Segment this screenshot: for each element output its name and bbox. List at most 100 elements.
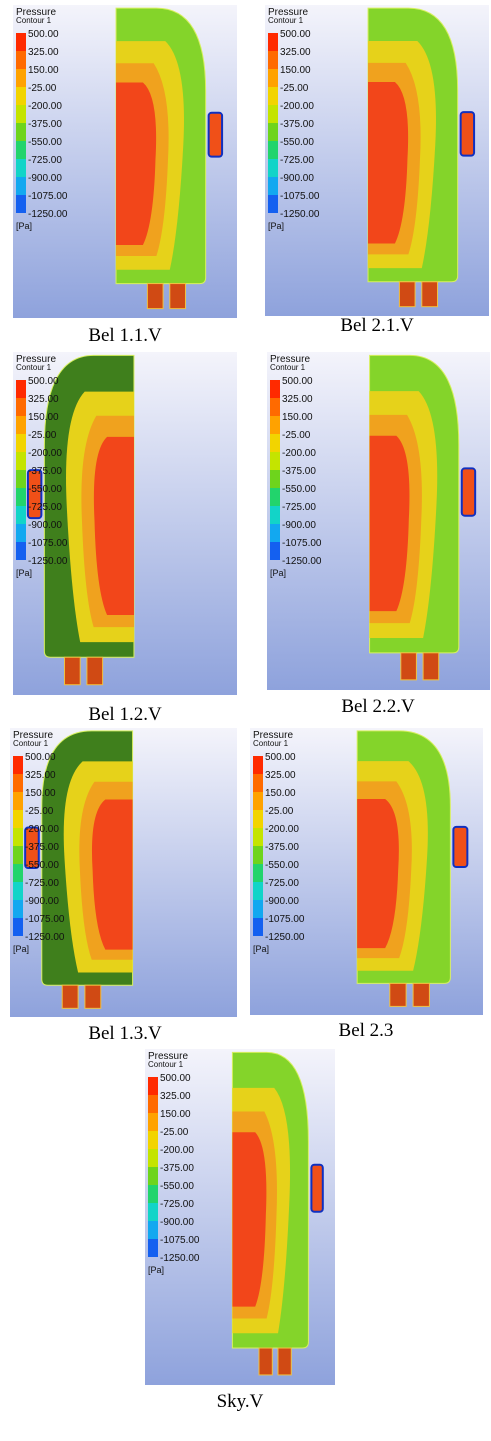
legend-label: 150.00 [160, 1109, 191, 1120]
legend-band [253, 882, 263, 900]
legend-band [270, 434, 280, 452]
zone-red [92, 800, 133, 950]
legend-label: -725.00 [280, 155, 314, 166]
legend-label: -375.00 [28, 119, 62, 130]
legend-band [13, 846, 23, 864]
legend-label: -375.00 [160, 1163, 194, 1174]
legend-band [268, 105, 278, 123]
legend-band [268, 159, 278, 177]
legend-band [270, 380, 280, 398]
legend-label: -200.00 [25, 824, 59, 835]
legend-band [268, 33, 278, 51]
legend-band [270, 470, 280, 488]
legend-band [16, 33, 26, 51]
legend-band [253, 864, 263, 882]
legend-band [16, 51, 26, 69]
legend-band [268, 177, 278, 195]
legend-band [16, 141, 26, 159]
zone-red [368, 82, 408, 243]
legend-band [270, 524, 280, 542]
legend-label: -375.00 [280, 119, 314, 130]
caption: Bel 2.1.V [277, 316, 477, 335]
legend-band [16, 87, 26, 105]
legend-label: 150.00 [28, 65, 59, 76]
legend-band [16, 470, 26, 488]
legend-label: -550.00 [282, 484, 316, 495]
legend-subtitle: Contour 1 [16, 363, 52, 372]
contour-panel: PressureContour 1500.00325.00150.00-25.0… [265, 5, 489, 316]
legend-band [13, 900, 23, 918]
contour-panel: PressureContour 1500.00325.00150.00-25.0… [13, 352, 237, 695]
legend-label: 325.00 [25, 770, 56, 781]
foot [423, 653, 439, 680]
legend-band [16, 380, 26, 398]
legend-label: -25.00 [160, 1127, 189, 1138]
legend-label: -1075.00 [282, 538, 322, 549]
legend-band [13, 864, 23, 882]
legend-label: -550.00 [265, 860, 299, 871]
legend-band [16, 434, 26, 452]
foot [413, 983, 429, 1006]
zone-red [357, 799, 399, 948]
legend-band [270, 416, 280, 434]
foot [170, 284, 186, 309]
legend-label: -200.00 [160, 1145, 194, 1156]
legend-label: -1075.00 [265, 914, 305, 925]
zone-red [232, 1132, 266, 1306]
legend-label: -550.00 [160, 1181, 194, 1192]
legend-label: 500.00 [28, 376, 59, 387]
legend-label: 325.00 [28, 47, 59, 58]
legend-label: -550.00 [28, 484, 62, 495]
foot [62, 985, 78, 1008]
legend-label: -25.00 [265, 806, 294, 817]
legend-band [270, 452, 280, 470]
foot [422, 282, 438, 307]
legend-band [268, 87, 278, 105]
legend-label: -25.00 [282, 430, 311, 441]
caption: Sky.V [140, 1392, 340, 1411]
legend-band [16, 452, 26, 470]
legend-label: -550.00 [280, 137, 314, 148]
legend-label: 500.00 [280, 29, 311, 40]
legend-label: 325.00 [28, 394, 59, 405]
legend-band [16, 69, 26, 87]
legend-band [16, 542, 26, 560]
legend-band [13, 756, 23, 774]
foot [401, 653, 417, 680]
contour-panel: PressureContour 1500.00325.00150.00-25.0… [267, 352, 490, 690]
legend-label: 500.00 [282, 376, 313, 387]
legend-band [13, 828, 23, 846]
legend-band [268, 195, 278, 213]
legend-band [253, 756, 263, 774]
handle [209, 113, 222, 157]
legend-label: -375.00 [265, 842, 299, 853]
caption: Bel 1.1.V [25, 326, 225, 345]
legend-label: -725.00 [25, 878, 59, 889]
legend-unit: [Pa] [16, 221, 32, 231]
foot [85, 985, 101, 1008]
foot [259, 1348, 272, 1375]
legend-label: -550.00 [28, 137, 62, 148]
legend-band [16, 524, 26, 542]
foot [390, 983, 406, 1006]
legend-subtitle: Contour 1 [148, 1060, 184, 1069]
legend-band [253, 918, 263, 936]
legend-label: -1250.00 [160, 1253, 200, 1264]
foot [278, 1348, 291, 1375]
legend-band [16, 123, 26, 141]
legend-band [16, 488, 26, 506]
legend-label: -375.00 [282, 466, 316, 477]
legend-band [268, 51, 278, 69]
legend-band [148, 1095, 158, 1113]
legend-label: -200.00 [28, 448, 62, 459]
foot [399, 282, 415, 307]
legend-label: -1250.00 [282, 556, 322, 567]
legend-label: -200.00 [28, 101, 62, 112]
legend-unit: [Pa] [268, 221, 284, 231]
legend-label: 500.00 [25, 752, 56, 763]
caption: Bel 2.2.V [278, 697, 478, 716]
legend-label: -1075.00 [280, 191, 320, 202]
legend-band [148, 1113, 158, 1131]
